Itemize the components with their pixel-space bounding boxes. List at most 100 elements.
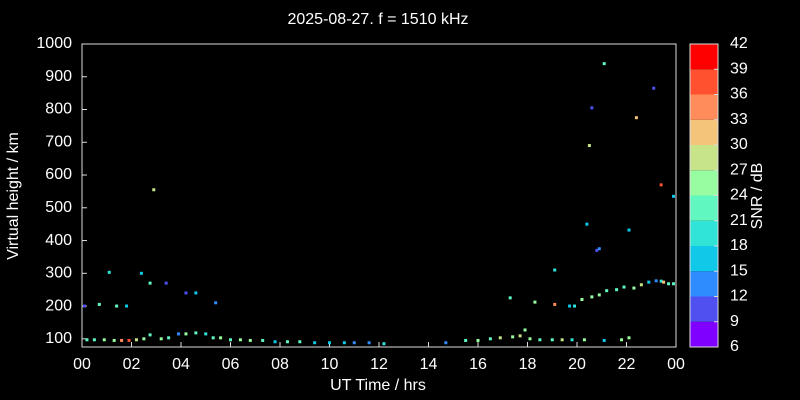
data-point xyxy=(652,86,656,90)
data-point xyxy=(615,288,619,292)
y-tick-label: 1000 xyxy=(36,35,72,52)
data-point xyxy=(533,300,537,304)
x-axis-label: UT Time / hrs xyxy=(330,377,426,394)
data-point xyxy=(595,248,599,252)
data-point xyxy=(488,337,492,341)
colorbar-swatch xyxy=(690,321,718,347)
data-point xyxy=(672,282,676,286)
data-point xyxy=(647,280,651,284)
data-point xyxy=(568,304,572,308)
data-point xyxy=(184,332,188,336)
x-tick-label: 14 xyxy=(420,356,438,373)
data-point xyxy=(590,295,594,299)
colorbar-tick-label: 30 xyxy=(730,136,748,153)
data-point xyxy=(285,340,289,344)
data-point xyxy=(620,338,624,342)
data-point xyxy=(367,341,371,345)
data-point xyxy=(570,338,574,342)
data-point xyxy=(518,334,522,338)
x-tick-label: 12 xyxy=(370,356,388,373)
data-point xyxy=(273,340,277,344)
colorbar-swatch xyxy=(690,145,718,171)
chart-title: 2025-08-27. f = 1510 kHz xyxy=(287,11,468,28)
data-point xyxy=(444,341,448,345)
data-point xyxy=(92,338,96,342)
data-point xyxy=(248,338,252,342)
data-point xyxy=(261,338,265,342)
x-tick-label: 22 xyxy=(618,356,636,373)
colorbar-swatch xyxy=(690,94,718,120)
data-point xyxy=(639,283,643,287)
data-point xyxy=(352,341,356,345)
data-point xyxy=(498,336,502,340)
data-point xyxy=(632,286,636,290)
x-tick-label: 20 xyxy=(568,356,586,373)
colorbar-swatch xyxy=(690,220,718,246)
colorbar-swatch xyxy=(690,170,718,196)
data-point xyxy=(167,336,171,340)
data-point xyxy=(464,338,468,342)
x-tick-label: 06 xyxy=(222,356,240,373)
data-point xyxy=(662,280,666,284)
data-point xyxy=(177,332,181,336)
data-point xyxy=(120,338,124,342)
colorbar-tick-label: 12 xyxy=(730,288,748,305)
colorbar-swatch xyxy=(690,195,718,221)
colorbar-swatch xyxy=(690,119,718,145)
data-point xyxy=(605,289,609,293)
data-point xyxy=(125,304,129,308)
x-tick-label: 16 xyxy=(469,356,487,373)
data-point xyxy=(597,247,601,251)
data-point xyxy=(148,333,152,337)
data-point xyxy=(107,270,111,274)
y-tick-label: 500 xyxy=(45,199,72,216)
data-point xyxy=(211,336,215,340)
data-point xyxy=(550,338,554,342)
data-point xyxy=(313,341,317,345)
data-point xyxy=(508,296,512,300)
data-point xyxy=(602,62,606,66)
data-point xyxy=(85,338,89,342)
data-point xyxy=(115,304,119,308)
data-point xyxy=(553,268,557,272)
data-point xyxy=(538,338,542,342)
data-point xyxy=(654,279,658,283)
data-point xyxy=(328,341,331,345)
data-point xyxy=(585,222,589,226)
colorbar-swatch xyxy=(690,296,718,322)
colorbar-tick-label: 24 xyxy=(730,187,748,204)
data-point xyxy=(511,335,515,339)
y-tick-label: 100 xyxy=(45,330,72,347)
data-point xyxy=(627,228,631,232)
data-point xyxy=(134,338,138,342)
data-point xyxy=(622,285,626,289)
data-point xyxy=(627,336,631,340)
data-point xyxy=(229,338,232,342)
y-tick-label: 200 xyxy=(45,297,72,314)
y-tick-label: 300 xyxy=(45,265,72,282)
data-point xyxy=(602,338,606,342)
data-point xyxy=(204,332,208,336)
y-tick-label: 700 xyxy=(45,133,72,150)
colorbar-tick-label: 15 xyxy=(730,262,748,279)
data-point xyxy=(560,338,564,342)
y-tick-label: 400 xyxy=(45,232,72,249)
y-axis-label: Virtual height / km xyxy=(5,132,22,260)
data-point xyxy=(82,304,86,308)
data-point xyxy=(528,337,532,341)
data-point xyxy=(587,144,591,148)
data-point xyxy=(634,116,638,120)
data-point xyxy=(159,337,163,341)
data-point xyxy=(573,304,577,308)
data-point xyxy=(112,338,116,342)
data-point xyxy=(342,341,346,345)
data-point xyxy=(214,301,218,305)
data-point xyxy=(590,106,594,110)
colorbar-swatch xyxy=(690,44,718,70)
x-tick-label: 04 xyxy=(172,356,190,373)
colorbar-swatch xyxy=(690,69,718,95)
data-point xyxy=(582,338,586,342)
data-point xyxy=(148,281,152,285)
